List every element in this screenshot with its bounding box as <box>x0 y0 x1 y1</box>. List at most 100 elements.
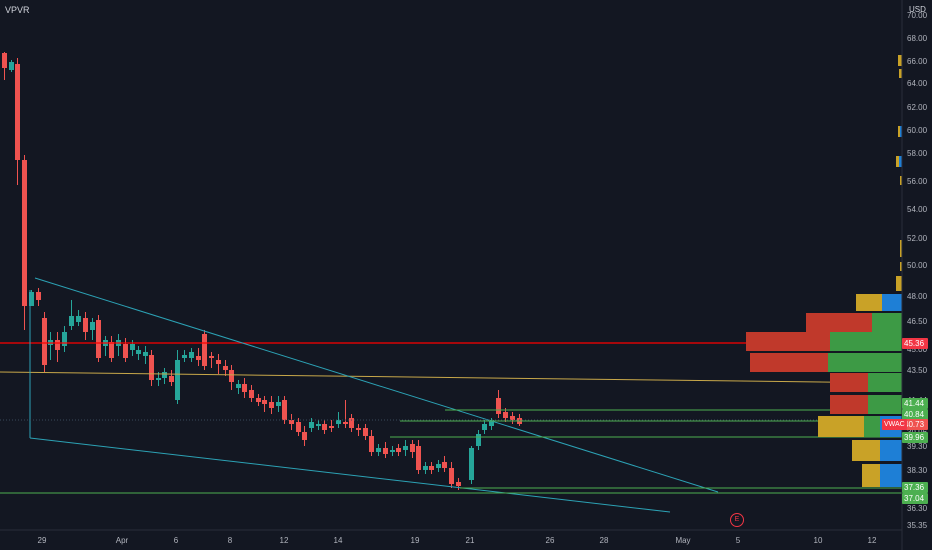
time-tick: 21 <box>465 536 475 545</box>
time-tick: 10 <box>813 536 823 545</box>
candle-body <box>356 428 361 430</box>
volume-profile-bar <box>852 440 880 461</box>
time-tick: 5 <box>735 536 741 545</box>
candle-body <box>109 342 114 358</box>
price-tick: 52.00 <box>907 234 928 243</box>
candle-body <box>83 318 88 332</box>
candle-body <box>436 464 441 468</box>
candle-body <box>15 64 20 160</box>
candle-body <box>442 462 447 468</box>
candle-body <box>130 344 135 350</box>
price-tick: 60.00 <box>907 126 928 135</box>
price-tick: 45.00 <box>907 345 928 354</box>
price-tick: 58.00 <box>907 149 928 158</box>
candle-body <box>482 424 487 430</box>
volume-profile-bar <box>818 416 864 437</box>
candle-body <box>162 372 167 378</box>
volume-profile-bar <box>900 262 902 271</box>
candle-body <box>29 292 34 306</box>
time-tick: 29 <box>37 536 47 545</box>
candle-body <box>90 322 95 330</box>
candle-body <box>403 446 408 450</box>
candle-body <box>456 482 461 486</box>
candle-body <box>216 360 221 364</box>
time-tick: Apr <box>115 536 129 545</box>
volume-profile-bar <box>882 294 902 311</box>
volume-profile-bar <box>880 464 902 487</box>
candle-body <box>236 384 241 388</box>
price-tick: 35.35 <box>907 521 928 530</box>
price-tag-40-84: 40.84 <box>902 409 928 420</box>
candle-body <box>196 356 201 360</box>
candle-body <box>42 318 47 365</box>
upper-trend-line <box>34 277 719 493</box>
candle-body <box>289 420 294 424</box>
candle-body <box>136 350 141 354</box>
volume-profile-bar <box>896 276 902 291</box>
price-tick: 50.00 <box>907 261 928 270</box>
candle-body <box>329 426 334 428</box>
price-tick: 48.00 <box>907 292 928 301</box>
candle-body <box>262 400 267 404</box>
candle-body <box>55 340 60 350</box>
candle-body <box>256 398 261 402</box>
candle-body <box>9 62 14 70</box>
volume-profile-bar <box>900 240 902 257</box>
candle-body <box>416 446 421 470</box>
candle-body <box>123 344 128 358</box>
price-tag-37-36: 37.36 <box>902 482 928 493</box>
volume-profile-bar <box>830 332 902 351</box>
candle-body <box>209 356 214 358</box>
price-tick: 64.00 <box>907 79 928 88</box>
candle-body <box>143 352 148 356</box>
candle-body <box>269 402 274 408</box>
time-tick: 12 <box>867 536 877 545</box>
vwac-label: VWAC <box>882 419 907 430</box>
candle-body <box>469 448 474 480</box>
price-tick: 43.50 <box>907 366 928 375</box>
volume-profile-bar <box>898 55 902 66</box>
candlestick-series <box>2 52 522 490</box>
yellow-trend-line <box>0 371 903 384</box>
price-tick: 36.30 <box>907 504 928 513</box>
drawing-layer <box>0 277 903 513</box>
candle-body <box>229 370 234 382</box>
candle-body <box>396 448 401 452</box>
volume-profile-bar <box>806 313 872 332</box>
candle-body <box>316 424 321 426</box>
volume-profile-bar <box>830 395 868 414</box>
candle-body <box>69 316 74 326</box>
earnings-marker[interactable]: E <box>730 513 744 527</box>
currency-label: USD <box>909 5 926 14</box>
price-tick: 38.30 <box>907 466 928 475</box>
candle-body <box>369 436 374 452</box>
price-tag-45-36: 45.36 <box>902 338 928 349</box>
volume-profile-bar <box>862 464 880 487</box>
volume-profile-bar <box>750 353 828 372</box>
candle-body <box>22 160 27 306</box>
time-tick: 8 <box>227 536 233 545</box>
candle-body <box>489 420 494 426</box>
candle-body <box>36 292 41 300</box>
price-tag-current: 40.73 <box>902 419 928 430</box>
volume-profile <box>746 55 902 487</box>
price-tick: 39.30 <box>907 442 928 451</box>
candle-body <box>503 412 508 418</box>
time-tick: 6 <box>173 536 179 545</box>
indicator-label[interactable]: VPVR <box>5 5 30 15</box>
candle-body <box>383 448 388 454</box>
volume-profile-bar <box>896 156 899 167</box>
candle-body <box>496 398 501 414</box>
candle-body <box>390 450 395 452</box>
candle-body <box>510 416 515 420</box>
time-tick: 14 <box>333 536 343 545</box>
candle-body <box>429 466 434 470</box>
candle-body <box>189 352 194 358</box>
time-tick: May <box>675 536 691 545</box>
price-tick: 66.00 <box>907 57 928 66</box>
candle-body <box>449 468 454 484</box>
volume-profile-bar <box>828 353 902 372</box>
volume-profile-bar <box>898 126 900 137</box>
candle-body <box>376 448 381 452</box>
